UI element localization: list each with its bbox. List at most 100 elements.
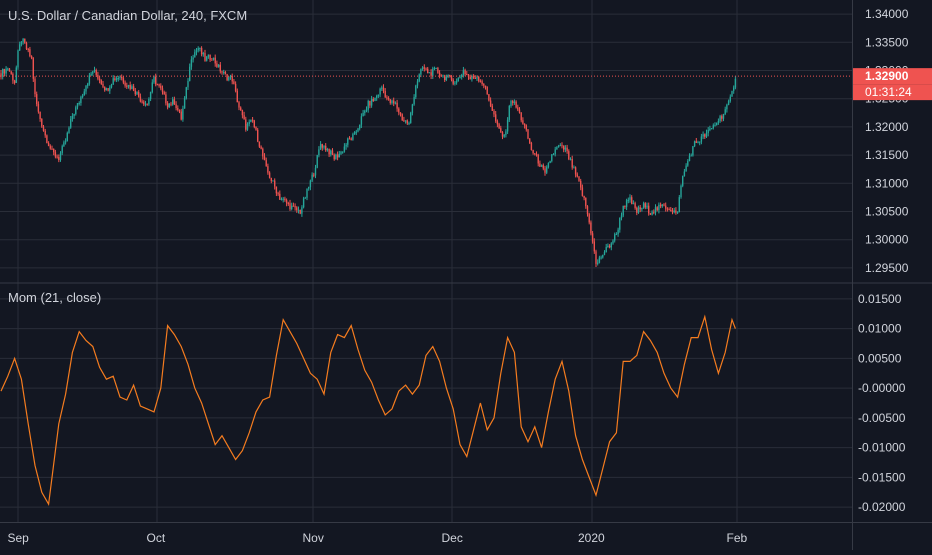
candle-body bbox=[702, 134, 704, 137]
candle-body bbox=[508, 105, 510, 120]
candle-body bbox=[464, 70, 466, 75]
candle-body bbox=[253, 120, 255, 128]
candle-body bbox=[39, 111, 41, 119]
candle-body bbox=[474, 78, 476, 80]
candle-body bbox=[229, 76, 232, 78]
candle-body bbox=[73, 114, 75, 116]
candle-body bbox=[97, 74, 99, 79]
candle-body bbox=[155, 76, 157, 85]
candle-body bbox=[285, 199, 288, 204]
candle-body bbox=[166, 103, 169, 108]
price-y-tick-label: 1.30000 bbox=[865, 233, 909, 247]
candle-body bbox=[41, 118, 43, 127]
candle-body bbox=[614, 234, 616, 241]
candle-body bbox=[525, 125, 527, 130]
candle-body bbox=[488, 94, 490, 101]
candle-body bbox=[192, 57, 194, 60]
candle-body bbox=[411, 104, 414, 113]
candle-body bbox=[328, 149, 330, 155]
candle-body bbox=[369, 101, 371, 106]
candle-body bbox=[110, 84, 113, 88]
candle-body bbox=[608, 245, 611, 248]
candle-body bbox=[710, 128, 713, 130]
candle-body bbox=[714, 125, 716, 127]
candle-body bbox=[102, 83, 104, 87]
candle-body bbox=[153, 76, 155, 83]
candle-body bbox=[625, 200, 628, 207]
candle-body bbox=[495, 114, 497, 122]
candle-body bbox=[25, 42, 28, 50]
candle-body bbox=[415, 85, 417, 98]
candle-body bbox=[245, 119, 247, 130]
candle-body bbox=[648, 205, 650, 214]
candle-body bbox=[93, 70, 96, 72]
candle-body bbox=[3, 69, 6, 74]
candle-body bbox=[304, 197, 306, 199]
candle-body bbox=[306, 188, 308, 198]
candle-body bbox=[598, 257, 601, 263]
candle-body bbox=[676, 212, 679, 214]
candle-body bbox=[204, 53, 206, 61]
candle-body bbox=[505, 131, 507, 135]
last-price-label: 1.32900 bbox=[865, 69, 909, 83]
candle-body bbox=[284, 198, 286, 200]
candle-body bbox=[515, 101, 517, 108]
candle-body bbox=[374, 97, 376, 102]
candle-body bbox=[64, 141, 67, 143]
candle-body bbox=[624, 205, 626, 207]
candle-body bbox=[449, 75, 451, 77]
candle-body bbox=[90, 73, 92, 76]
candle-body bbox=[294, 206, 296, 208]
candle-body bbox=[66, 132, 68, 142]
candle-body bbox=[59, 153, 62, 160]
candle-body bbox=[580, 180, 582, 188]
candle-body bbox=[581, 187, 584, 196]
candle-body bbox=[136, 92, 138, 95]
candle-body bbox=[112, 78, 114, 85]
candle-body bbox=[338, 153, 340, 158]
candle-body bbox=[522, 120, 524, 124]
candle-body bbox=[632, 203, 635, 205]
candle-body bbox=[675, 210, 677, 213]
candle-body bbox=[194, 52, 196, 58]
candle-body bbox=[206, 56, 208, 61]
candle-body bbox=[342, 151, 344, 153]
candle-body bbox=[637, 207, 640, 213]
candle-body bbox=[646, 205, 648, 208]
candle-body bbox=[642, 203, 645, 208]
candle-body bbox=[189, 66, 191, 81]
candle-body bbox=[170, 103, 172, 105]
candle-body bbox=[447, 75, 449, 77]
candle-body bbox=[631, 197, 633, 204]
candle-body bbox=[734, 78, 737, 88]
candle-body bbox=[705, 133, 708, 137]
candle-body bbox=[389, 99, 391, 103]
candle-body bbox=[670, 209, 672, 211]
candle-body bbox=[156, 84, 159, 86]
candle-body bbox=[651, 212, 653, 215]
candle-body bbox=[138, 92, 140, 97]
candle-body bbox=[540, 165, 543, 167]
candle-body bbox=[172, 99, 174, 105]
candle-body bbox=[498, 124, 500, 129]
candle-body bbox=[695, 141, 697, 143]
candle-body bbox=[569, 159, 572, 161]
candle-body bbox=[622, 205, 624, 216]
candle-body bbox=[381, 87, 383, 89]
candle-body bbox=[148, 98, 150, 105]
price-y-tick-label: 1.32000 bbox=[865, 120, 909, 134]
candle-body bbox=[367, 101, 369, 110]
candle-body bbox=[323, 145, 325, 148]
candle-body bbox=[644, 203, 646, 208]
candle-body bbox=[175, 104, 177, 109]
candle-body bbox=[212, 57, 215, 60]
candle-body bbox=[365, 109, 368, 111]
candle-body bbox=[236, 90, 238, 103]
candle-body bbox=[593, 241, 595, 252]
candle-body bbox=[30, 56, 33, 59]
candle-body bbox=[353, 132, 356, 135]
candle-body bbox=[29, 49, 31, 57]
candle-body bbox=[588, 214, 590, 223]
